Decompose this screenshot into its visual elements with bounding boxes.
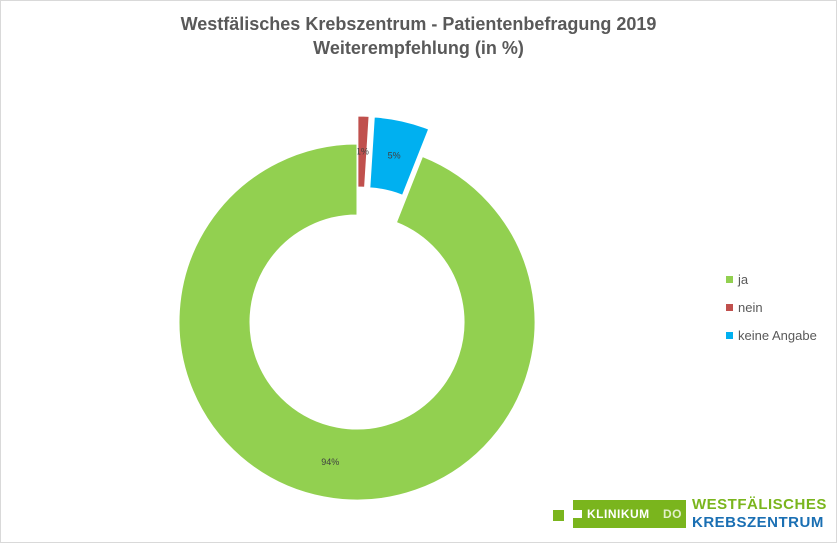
chart-title: Westfälisches Krebszentrum - Patientenbe… [180, 14, 657, 34]
logo-notch-icon [573, 510, 582, 518]
data-label-keine-angabe: 5% [388, 151, 401, 161]
slice-nein [357, 115, 370, 188]
legend-swatch [726, 275, 733, 283]
logo-square-icon [553, 510, 564, 521]
legend-item-nein: nein [726, 293, 817, 321]
legend-item-ja: ja [726, 265, 817, 293]
legend-label: nein [738, 299, 763, 315]
chart-subtitle: Weiterempfehlung (in %) [313, 38, 524, 58]
logo-text: WESTFÄLISCHES KREBSZENTRUM [692, 496, 827, 532]
legend-label: ja [738, 271, 749, 287]
legend-swatch [726, 303, 733, 311]
klinikum-logo: KLINIKUM DO WESTFÄLISCHES KREBSZENTRUM [553, 496, 833, 536]
data-label-nein: 1% [356, 147, 369, 157]
logo-box-text: KLINIKUM [587, 507, 650, 521]
logo-line-1: WESTFÄLISCHES [692, 496, 827, 513]
data-label-ja: 94% [321, 457, 339, 467]
logo-line-2: KREBSZENTRUM [692, 514, 824, 531]
slice-ja [178, 143, 536, 501]
slice-keine-angabe [369, 116, 430, 196]
chart-title-block: Westfälisches Krebszentrum - Patientenbe… [0, 12, 837, 60]
legend-item-keine-angabe: keine Angabe [726, 321, 817, 349]
legend-label: keine Angabe [738, 327, 817, 343]
logo-box-suffix: DO [663, 507, 682, 521]
legend-swatch [726, 331, 733, 339]
legend: ja nein keine Angabe [726, 265, 817, 349]
logo-box: KLINIKUM DO [573, 500, 686, 528]
